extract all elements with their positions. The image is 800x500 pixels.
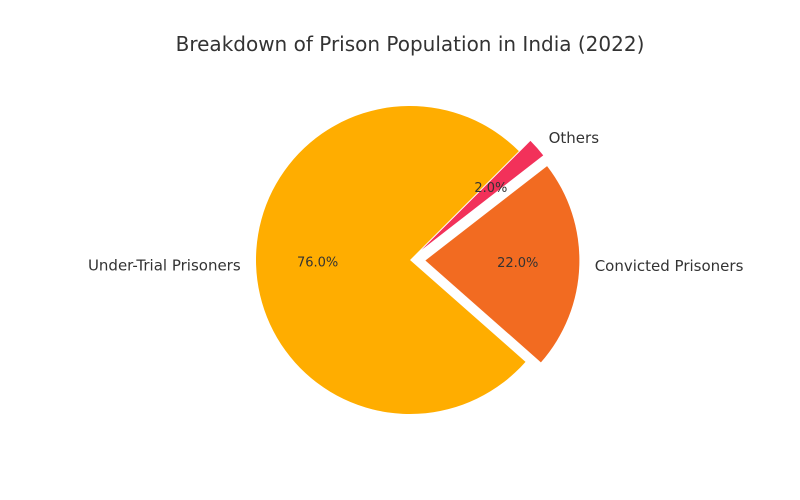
pct-label-convicted-prisoners: 22.0% [497, 256, 538, 271]
pie-slice-convicted-prisoners [425, 166, 580, 363]
slice-label-convicted-prisoners: Convicted Prisoners [595, 257, 744, 275]
pct-label-others: 2.0% [474, 181, 507, 196]
slice-label-under-trial-prisoners: Under-Trial Prisoners [88, 256, 241, 274]
pie-slices [256, 106, 580, 415]
pie-slice-others [421, 140, 544, 250]
pie-labels: Under-Trial Prisoners 76.0% Convicted Pris… [88, 129, 744, 275]
chart-title: Breakdown of Prison Population in India … [176, 32, 645, 56]
pie-slice-under-trial-prisoners [256, 106, 526, 415]
slice-label-others: Others [549, 129, 600, 147]
pct-label-under-trial-prisoners: 76.0% [297, 255, 338, 270]
